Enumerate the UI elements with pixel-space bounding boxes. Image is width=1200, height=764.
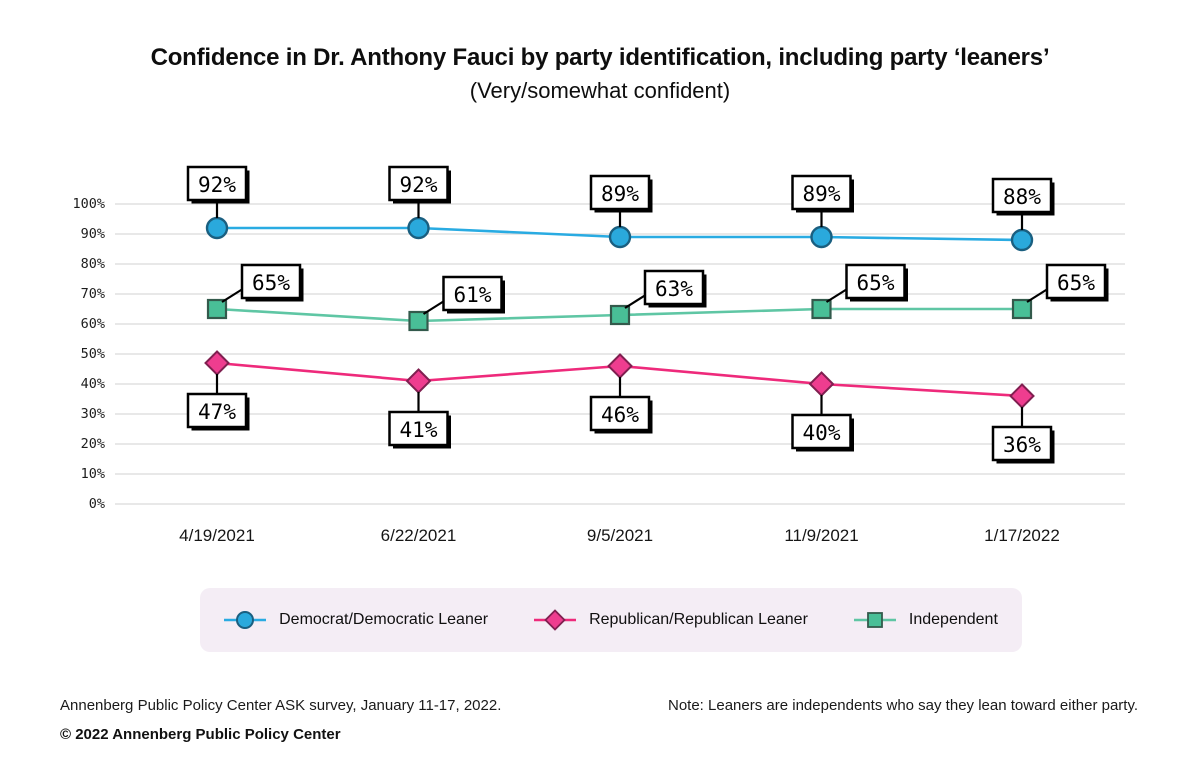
data-label-box <box>643 269 705 306</box>
data-label-box <box>845 263 906 300</box>
data-label-box <box>388 410 449 447</box>
data-label-box <box>388 165 449 202</box>
legend-label: Independent <box>908 611 998 628</box>
y-axis-tick-label: 60% <box>81 316 105 332</box>
data-label-box <box>791 413 852 450</box>
data-label: 40% <box>803 421 841 445</box>
data-label: 36% <box>1003 433 1041 457</box>
y-axis-tick-label: 40% <box>81 376 105 392</box>
y-axis-tick-label: 10% <box>81 466 105 482</box>
data-point-marker <box>407 216 430 240</box>
data-label: 65% <box>252 271 290 295</box>
data-point-marker <box>811 298 832 320</box>
y-axis-tick-label: 20% <box>81 436 105 452</box>
data-label-box <box>589 395 651 432</box>
x-axis-tick-label: 9/5/2021 <box>587 526 653 545</box>
data-point-marker <box>408 310 429 332</box>
data-label-box <box>991 177 1053 214</box>
chart-legend: Democrat/Democratic Leaner Republican/Re… <box>200 588 1022 652</box>
y-axis-tick-label: 70% <box>81 286 105 302</box>
y-axis-tick-label: 0% <box>89 496 105 512</box>
data-label-box <box>186 392 248 429</box>
legend-item-independent: Independent <box>853 607 998 633</box>
legend-item-republican: Republican/Republican Leaner <box>534 607 808 633</box>
data-label: 92% <box>198 173 236 197</box>
data-label: 89% <box>601 182 639 206</box>
data-label-box <box>791 174 852 211</box>
y-axis-tick-label: 30% <box>81 406 105 422</box>
independent-line-swatch-icon <box>853 612 896 628</box>
legend-marker <box>236 611 255 629</box>
data-label: 41% <box>400 418 438 442</box>
data-point-marker <box>608 225 632 249</box>
note-text: Note: Leaners are independents who say t… <box>668 697 1139 714</box>
republican-line-swatch-icon <box>534 609 577 631</box>
data-label: 88% <box>1003 185 1041 209</box>
y-axis-tick-label: 90% <box>81 226 105 242</box>
data-label: 65% <box>1057 271 1095 295</box>
data-label-box <box>240 263 302 300</box>
x-axis-tick-label: 4/19/2021 <box>179 526 255 545</box>
source-text: Annenberg Public Policy Center ASK surve… <box>60 697 502 714</box>
data-point-marker <box>205 216 229 240</box>
data-label-box <box>442 275 503 312</box>
x-axis-tick-label: 6/22/2021 <box>381 526 457 545</box>
data-point-marker <box>808 371 835 397</box>
line-chart: 0% 10% 20% 30% 40% 50% 60% 70% 80% 90% 100% 4/19/20… <box>72 165 1125 545</box>
legend-marker <box>544 609 566 631</box>
x-axis-tick-label: 1/17/2022 <box>984 526 1060 545</box>
data-point-marker <box>810 225 833 249</box>
legend-label: Democrat/Democratic Leaner <box>279 611 489 628</box>
legend-marker <box>867 612 883 628</box>
data-label-box <box>186 165 248 202</box>
data-point-marker <box>1010 228 1034 252</box>
data-point-marker <box>206 298 228 320</box>
data-point-marker <box>204 350 230 376</box>
data-label: 63% <box>655 277 693 301</box>
data-point-marker <box>1011 298 1033 320</box>
data-point-marker <box>1009 383 1035 409</box>
copyright-text: © 2022 Annenberg Public Policy Center <box>60 726 341 743</box>
legend-item-democrat: Democrat/Democratic Leaner <box>224 607 488 633</box>
data-point-marker <box>609 304 631 326</box>
data-label: 61% <box>454 283 492 307</box>
data-point-marker <box>607 353 633 379</box>
chart-title: Confidence in Dr. Anthony Fauci by party… <box>150 44 1050 71</box>
data-label-box <box>991 425 1053 462</box>
legend-label: Republican/Republican Leaner <box>589 611 808 628</box>
data-label: 46% <box>601 403 639 427</box>
data-label-box <box>1045 263 1107 300</box>
x-axis-tick-label: 11/9/2021 <box>784 526 858 545</box>
y-axis-tick-label: 50% <box>81 346 105 362</box>
data-point-marker <box>405 368 432 394</box>
chart-subtitle: (Very/somewhat confident) <box>469 78 731 103</box>
y-axis-tick-label: 80% <box>81 256 105 272</box>
data-label: 47% <box>198 400 236 424</box>
data-label-box <box>589 174 651 211</box>
data-label: 89% <box>803 182 841 206</box>
data-label: 92% <box>400 173 438 197</box>
democrat-line-swatch-icon <box>224 611 267 629</box>
data-label: 65% <box>857 271 895 295</box>
y-axis-tick-label: 100% <box>72 196 105 212</box>
